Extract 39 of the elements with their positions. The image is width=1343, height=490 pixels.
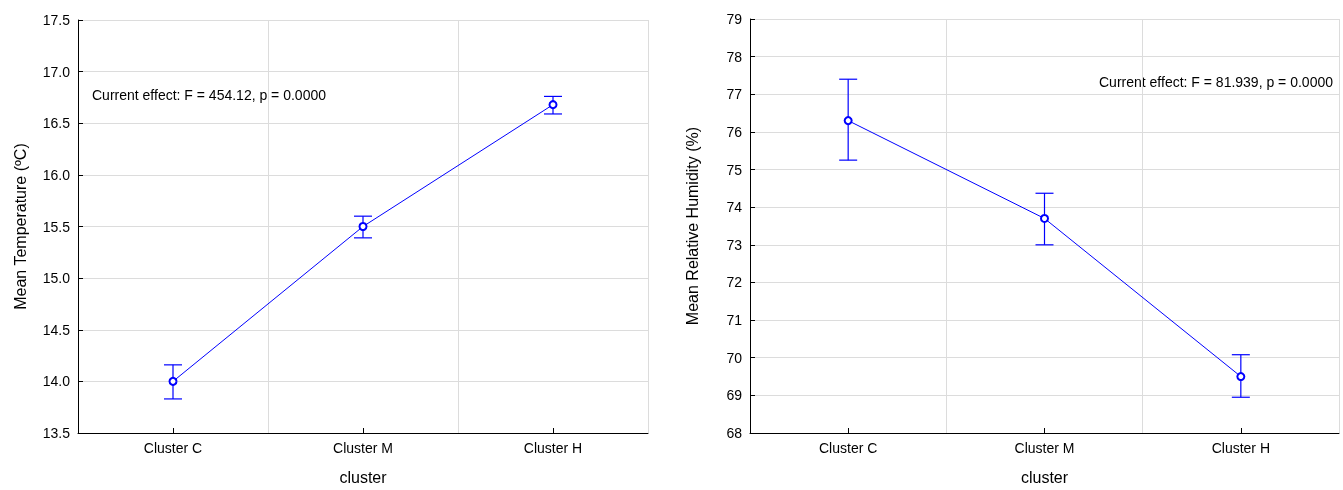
y-tick-label: 14.5 bbox=[42, 321, 71, 338]
y-tick-label: 17.0 bbox=[42, 63, 71, 80]
y-tick-label: 16.5 bbox=[42, 115, 71, 132]
x-tick-label: Cluster M bbox=[1014, 440, 1075, 456]
point bbox=[843, 116, 853, 126]
x-tick-label: Cluster C bbox=[818, 440, 878, 456]
point bbox=[548, 100, 558, 110]
y-tick-label: 73 bbox=[726, 236, 743, 253]
point bbox=[358, 222, 368, 231]
y-tick-label: 14.0 bbox=[42, 373, 71, 390]
point bbox=[1236, 372, 1246, 382]
y-tick-label: 69 bbox=[726, 387, 743, 404]
y-tick-label: 72 bbox=[726, 274, 743, 291]
annotation: Current effect: F = 454.12, p = 0.0000 bbox=[92, 87, 327, 103]
y-tick-label: 15.5 bbox=[42, 218, 71, 235]
annotation: Current effect: F = 81.939, p = 0.0000 bbox=[1098, 74, 1334, 90]
x-tick-label: Cluster C bbox=[143, 440, 203, 456]
y-axis-title: Mean Relative Humidity (%) bbox=[683, 126, 701, 326]
y-tick-label: 13.5 bbox=[42, 425, 71, 441]
y-tick-label: 16.0 bbox=[42, 166, 71, 183]
y-tick-label: 78 bbox=[726, 48, 743, 65]
y-tick-label: 77 bbox=[726, 86, 743, 103]
x-axis-title: cluster bbox=[339, 468, 388, 486]
y-tick-label: 76 bbox=[726, 123, 743, 140]
y-axis-title: Mean Temperature (ºC) bbox=[11, 143, 29, 310]
y-tick-label: 75 bbox=[726, 161, 743, 178]
y-tick-label: 70 bbox=[726, 349, 743, 366]
point bbox=[168, 376, 178, 386]
y-tick-label: 17.5 bbox=[42, 12, 71, 28]
y-tick-label: 71 bbox=[726, 312, 743, 329]
x-tick-label: Cluster M bbox=[333, 440, 393, 456]
y-tick-label: 74 bbox=[726, 199, 743, 216]
x-tick-label: Cluster H bbox=[523, 440, 583, 456]
x-tick-label: Cluster H bbox=[1211, 440, 1271, 456]
y-tick-label: 15.0 bbox=[42, 270, 71, 287]
y-tick-label: 79 bbox=[726, 11, 743, 27]
point bbox=[1040, 213, 1049, 223]
y-tick-label: 68 bbox=[726, 425, 743, 441]
x-axis-title: cluster bbox=[1020, 468, 1069, 486]
